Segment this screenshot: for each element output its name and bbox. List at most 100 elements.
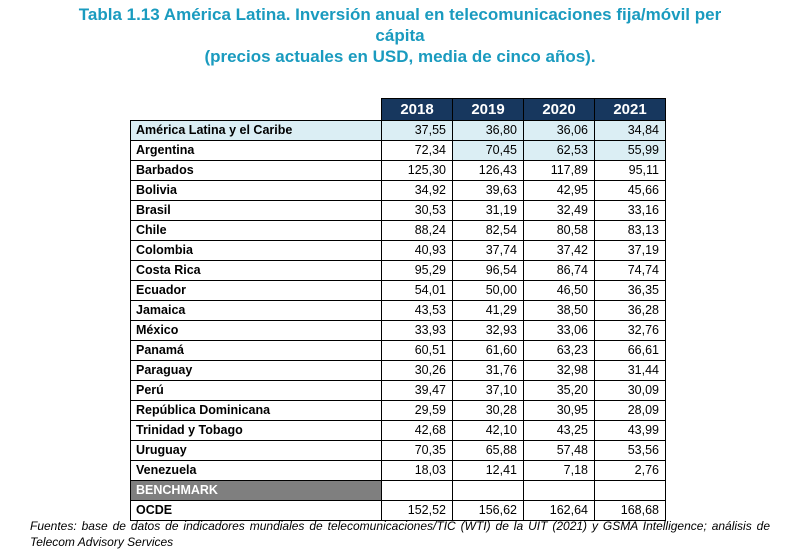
cell-value: 31,76 xyxy=(452,360,524,381)
cell-value: 43,25 xyxy=(523,420,595,441)
cell-value: 32,98 xyxy=(523,360,595,381)
cell-value: 54,01 xyxy=(381,280,453,301)
cell-value: 31,19 xyxy=(452,200,524,221)
cell-value: 31,44 xyxy=(594,360,666,381)
cell-value: 30,95 xyxy=(523,400,595,421)
cell-value: 32,93 xyxy=(452,320,524,341)
table-header: 2018 2019 2020 2021 xyxy=(130,98,666,121)
empty-cell xyxy=(381,480,453,501)
cell-value: 66,61 xyxy=(594,340,666,361)
cell-value: 30,28 xyxy=(452,400,524,421)
cell-value: 57,48 xyxy=(523,440,595,461)
table-row: México 33,93 32,93 33,06 32,76 xyxy=(130,320,666,341)
title-line-2: cápita xyxy=(375,26,425,45)
benchmark-label: BENCHMARK xyxy=(130,480,382,501)
row-name: Paraguay xyxy=(130,360,382,381)
cell-value: 33,06 xyxy=(523,320,595,341)
cell-value: 88,24 xyxy=(381,220,453,241)
table-title: Tabla 1.13 América Latina. Inversión anu… xyxy=(0,4,800,67)
table-body: América Latina y el Caribe 37,55 36,80 3… xyxy=(130,120,666,161)
cell-value: 43,53 xyxy=(381,300,453,321)
table-row: Ecuador 54,01 50,00 46,50 36,35 xyxy=(130,280,666,301)
cell-value: 55,99 xyxy=(594,140,666,161)
cell-value: 125,30 xyxy=(381,160,453,181)
row-name: Venezuela xyxy=(130,460,382,481)
source-footnote: Fuentes: base de datos de indicadores mu… xyxy=(30,518,770,550)
cell-value: 34,92 xyxy=(381,180,453,201)
cell-value: 18,03 xyxy=(381,460,453,481)
row-name: México xyxy=(130,320,382,341)
row-name: Bolivia xyxy=(130,180,382,201)
cell-value: 72,34 xyxy=(381,140,453,161)
cell-value: 62,53 xyxy=(523,140,595,161)
title-line-1: Tabla 1.13 América Latina. Inversión anu… xyxy=(78,5,722,24)
cell-value: 74,74 xyxy=(594,260,666,281)
cell-value: 83,13 xyxy=(594,220,666,241)
header-year: 2018 xyxy=(381,98,453,121)
cell-value: 41,29 xyxy=(452,300,524,321)
cell-value: 96,54 xyxy=(452,260,524,281)
empty-cell xyxy=(452,480,524,501)
row-name: República Dominicana xyxy=(130,400,382,421)
table-row: Colombia 40,93 37,74 37,42 37,19 xyxy=(130,240,666,261)
cell-value: 86,74 xyxy=(523,260,595,281)
cell-value: 7,18 xyxy=(523,460,595,481)
cell-value: 30,09 xyxy=(594,380,666,401)
cell-value: 43,99 xyxy=(594,420,666,441)
cell-value: 60,51 xyxy=(381,340,453,361)
cell-value: 37,74 xyxy=(452,240,524,261)
cell-value: 36,35 xyxy=(594,280,666,301)
cell-value: 30,26 xyxy=(381,360,453,381)
header-year: 2020 xyxy=(523,98,595,121)
footnote-line-1: Fuentes: base de datos de indicadores mu… xyxy=(30,519,638,533)
cell-value: 33,16 xyxy=(594,200,666,221)
cell-value: 39,63 xyxy=(452,180,524,201)
table-row-ocde: OCDE 152,52 156,62 162,64 168,68 xyxy=(130,500,666,521)
cell-value: 38,50 xyxy=(523,300,595,321)
cell-value: 40,93 xyxy=(381,240,453,261)
row-name: América Latina y el Caribe xyxy=(130,120,382,141)
row-name: Panamá xyxy=(130,340,382,361)
table-row: Trinidad y Tobago 42,68 42,10 43,25 43,99 xyxy=(130,420,666,441)
cell-value: 61,60 xyxy=(452,340,524,361)
cell-value: 36,80 xyxy=(452,120,524,141)
table-row: Paraguay 30,26 31,76 32,98 31,44 xyxy=(130,360,666,381)
table-row: América Latina y el Caribe 37,55 36,80 3… xyxy=(130,120,666,141)
row-name: Colombia xyxy=(130,240,382,261)
cell-value: 37,10 xyxy=(452,380,524,401)
table-row: Jamaica 43,53 41,29 38,50 36,28 xyxy=(130,300,666,321)
cell-value: 70,35 xyxy=(381,440,453,461)
empty-cell xyxy=(594,480,666,501)
title-line-3: (precios actuales en USD, media de cinco… xyxy=(204,47,596,66)
table-row: República Dominicana 29,59 30,28 30,95 28,09 xyxy=(130,400,666,421)
header-corner xyxy=(130,98,382,121)
cell-value: 82,54 xyxy=(452,220,524,241)
cell-value: 36,28 xyxy=(594,300,666,321)
row-name: Trinidad y Tobago xyxy=(130,420,382,441)
cell-value: 45,66 xyxy=(594,180,666,201)
cell-value: 33,93 xyxy=(381,320,453,341)
cell-value: 156,62 xyxy=(452,500,524,521)
table-row: Venezuela 18,03 12,41 7,18 2,76 xyxy=(130,460,666,481)
row-name: Costa Rica xyxy=(130,260,382,281)
cell-value: 34,84 xyxy=(594,120,666,141)
cell-value: 37,19 xyxy=(594,240,666,261)
cell-value: 46,50 xyxy=(523,280,595,301)
cell-value: 65,88 xyxy=(452,440,524,461)
table-row: Brasil 30,53 31,19 32,49 33,16 xyxy=(130,200,666,221)
cell-value: 42,10 xyxy=(452,420,524,441)
cell-value: 37,42 xyxy=(523,240,595,261)
table-row: Argentina 72,34 70,45 62,53 55,99 xyxy=(130,140,666,161)
cell-value: 53,56 xyxy=(594,440,666,461)
table-body-rest: Barbados 125,30 126,43 117,89 95,11 Bolivia 34… xyxy=(130,160,666,481)
cell-value: 39,47 xyxy=(381,380,453,401)
table-row: Costa Rica 95,29 96,54 86,74 74,74 xyxy=(130,260,666,281)
table-row: Uruguay 70,35 65,88 57,48 53,56 xyxy=(130,440,666,461)
empty-cell xyxy=(523,480,595,501)
header-year: 2019 xyxy=(452,98,524,121)
cell-value: 63,23 xyxy=(523,340,595,361)
cell-value: 35,20 xyxy=(523,380,595,401)
cell-value: 70,45 xyxy=(452,140,524,161)
row-name: Perú xyxy=(130,380,382,401)
cell-value: 30,53 xyxy=(381,200,453,221)
